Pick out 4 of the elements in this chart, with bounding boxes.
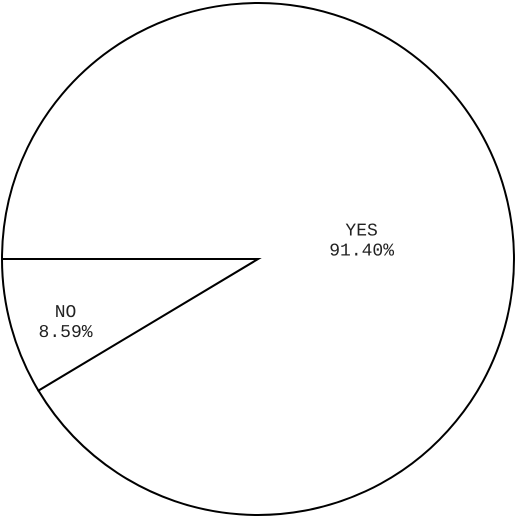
data-label: 91.40% (329, 241, 394, 262)
data-label: 8.59% (38, 323, 93, 344)
slice-label: NO (54, 303, 76, 324)
slice-label: YES (345, 221, 378, 242)
